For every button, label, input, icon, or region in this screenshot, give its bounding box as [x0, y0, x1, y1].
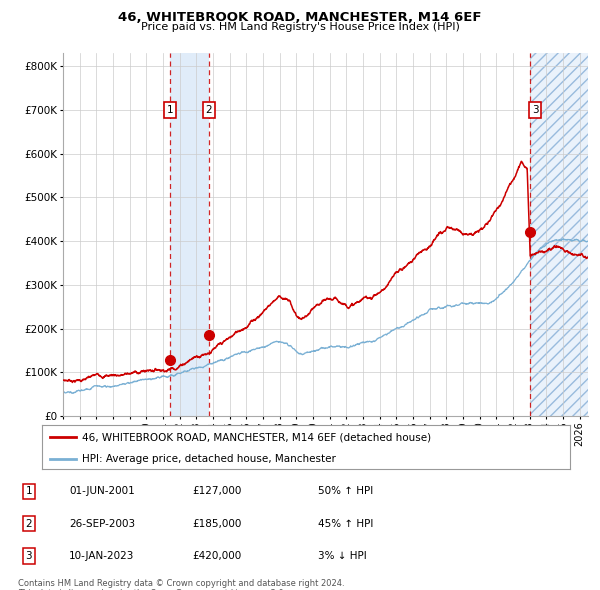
Text: 1: 1	[25, 486, 32, 496]
Text: 10-JAN-2023: 10-JAN-2023	[69, 551, 134, 561]
Text: 50% ↑ HPI: 50% ↑ HPI	[318, 486, 373, 496]
Bar	[530, 53, 588, 416]
Text: 46, WHITEBROOK ROAD, MANCHESTER, M14 6EF: 46, WHITEBROOK ROAD, MANCHESTER, M14 6EF	[118, 11, 482, 24]
Text: £127,000: £127,000	[192, 486, 241, 496]
Bar	[530, 53, 588, 416]
Text: £420,000: £420,000	[192, 551, 241, 561]
Text: 2: 2	[205, 105, 212, 115]
Text: Price paid vs. HM Land Registry's House Price Index (HPI): Price paid vs. HM Land Registry's House …	[140, 22, 460, 32]
Text: 1: 1	[167, 105, 173, 115]
Text: 46, WHITEBROOK ROAD, MANCHESTER, M14 6EF (detached house): 46, WHITEBROOK ROAD, MANCHESTER, M14 6EF…	[82, 432, 431, 442]
Bar	[170, 53, 209, 416]
Text: HPI: Average price, detached house, Manchester: HPI: Average price, detached house, Manc…	[82, 454, 335, 464]
Text: 3% ↓ HPI: 3% ↓ HPI	[318, 551, 367, 561]
Text: Contains HM Land Registry data © Crown copyright and database right 2024.
This d: Contains HM Land Registry data © Crown c…	[18, 579, 344, 590]
Text: £185,000: £185,000	[192, 519, 241, 529]
Text: 01-JUN-2001: 01-JUN-2001	[69, 486, 135, 496]
Text: 3: 3	[25, 551, 32, 561]
Text: 26-SEP-2003: 26-SEP-2003	[69, 519, 135, 529]
Text: 3: 3	[532, 105, 538, 115]
Text: 2: 2	[25, 519, 32, 529]
Text: 45% ↑ HPI: 45% ↑ HPI	[318, 519, 373, 529]
